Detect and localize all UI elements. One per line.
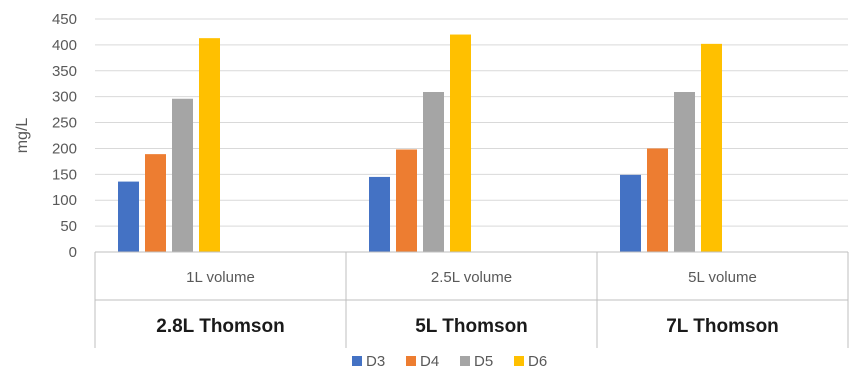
legend-label-d3: D3 bbox=[366, 353, 385, 370]
legend-swatch-d4 bbox=[406, 356, 416, 366]
bar-d6-3 bbox=[701, 43, 722, 252]
bar-d4-2 bbox=[396, 149, 417, 252]
category-label: 2.5L volume bbox=[431, 269, 512, 286]
group-label: 5L Thomson bbox=[415, 316, 528, 337]
bar-d5-1 bbox=[172, 98, 193, 252]
bar-d3-1 bbox=[118, 181, 139, 252]
group-label: 7L Thomson bbox=[666, 316, 779, 337]
y-tick-label: 250 bbox=[52, 115, 77, 132]
bar-d5-2 bbox=[423, 92, 444, 252]
bar-d6-2 bbox=[450, 34, 471, 253]
y-tick-label: 400 bbox=[52, 37, 77, 54]
y-tick-label: 50 bbox=[60, 218, 77, 235]
gridlines bbox=[95, 18, 848, 253]
category-label: 5L volume bbox=[688, 269, 757, 286]
category-label: 1L volume bbox=[186, 269, 255, 286]
y-tick-label: 200 bbox=[52, 140, 77, 157]
bar-d4-1 bbox=[145, 154, 166, 252]
y-tick-label: 350 bbox=[52, 63, 77, 80]
bar-d4-3 bbox=[647, 148, 668, 252]
bar-d3-3 bbox=[620, 174, 641, 252]
y-tick-label: 300 bbox=[52, 89, 77, 106]
y-tick-label: 0 bbox=[69, 244, 77, 261]
legend-label-d5: D5 bbox=[474, 353, 493, 370]
y-axis-label: mg/L bbox=[14, 118, 31, 154]
y-tick-label: 450 bbox=[52, 11, 77, 28]
y-tick-label: 150 bbox=[52, 166, 77, 183]
group-label: 2.8L Thomson bbox=[156, 316, 284, 337]
legend-label-d6: D6 bbox=[528, 353, 547, 370]
bar-d3-2 bbox=[369, 176, 390, 252]
legend-swatch-d6 bbox=[514, 356, 524, 366]
x-axis: 1L volume 2.5L volume 5L volume 2.8L Thomso… bbox=[94, 251, 849, 348]
legend: D3 D4 D5 D6 bbox=[352, 353, 547, 370]
bars bbox=[118, 34, 722, 253]
bar-d5-3 bbox=[674, 92, 695, 252]
y-tick-label: 100 bbox=[52, 192, 77, 209]
legend-swatch-d5 bbox=[460, 356, 470, 366]
bar-d6-1 bbox=[199, 38, 220, 252]
legend-label-d4: D4 bbox=[420, 353, 439, 370]
y-axis-ticks: 0 50 100 150 200 250 300 350 400 450 bbox=[52, 11, 77, 261]
legend-swatch-d3 bbox=[352, 356, 362, 366]
